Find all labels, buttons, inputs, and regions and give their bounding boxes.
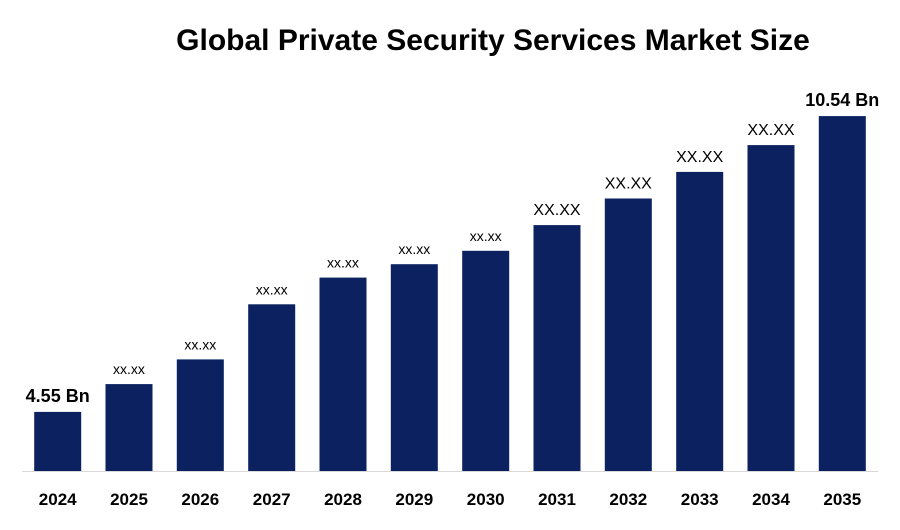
x-tick-label-2024: 2024: [39, 490, 77, 509]
data-label-2024: 4.55 Bn: [26, 386, 90, 406]
x-tick-label-2025: 2025: [110, 490, 148, 509]
bar-2028: [319, 277, 367, 471]
chart-title: Global Private Security Services Market …: [176, 24, 810, 57]
data-labels-group: 4.55 Bn xx.xx xx.xx xx.xx xx.xx xx.xx xx.xx XX.…: [26, 90, 880, 406]
x-tick-label-2030: 2030: [467, 490, 505, 509]
data-label-2025: xx.xx: [113, 361, 145, 377]
x-tick-label-2032: 2032: [609, 490, 647, 509]
x-tick-label-2033: 2033: [681, 490, 719, 509]
bar-2029: [390, 264, 438, 471]
data-label-2029: xx.xx: [398, 241, 430, 257]
bar-2025: [105, 384, 153, 471]
data-label-2026: xx.xx: [184, 336, 216, 352]
data-label-2030: xx.xx: [470, 228, 502, 244]
x-tick-label-2034: 2034: [752, 490, 790, 509]
bar-2033: [676, 171, 724, 471]
data-label-2035: 10.54 Bn: [805, 90, 879, 110]
x-tick-label-2035: 2035: [823, 490, 861, 509]
data-label-2027: xx.xx: [256, 281, 288, 297]
data-label-2033: XX.XX: [676, 149, 723, 166]
bar-2027: [248, 304, 296, 471]
bar-2032: [604, 198, 652, 471]
bar-2034: [747, 145, 795, 471]
x-tick-label-2029: 2029: [395, 490, 433, 509]
data-label-2034: XX.XX: [747, 122, 794, 139]
bar-2031: [533, 225, 581, 471]
x-tick-label-2027: 2027: [253, 490, 291, 509]
data-label-2028: xx.xx: [327, 255, 359, 271]
x-tick-labels-group: 2024 2025 2026 2027 2028 2029 2030 2031 2032 2033…: [39, 490, 861, 509]
bar-2035: [818, 116, 866, 471]
bar-2030: [462, 250, 510, 471]
bar-2026: [176, 359, 224, 471]
x-tick-label-2026: 2026: [181, 490, 219, 509]
data-label-2032: XX.XX: [605, 176, 652, 193]
data-label-2031: XX.XX: [533, 202, 580, 219]
bar-2024: [34, 411, 82, 471]
x-tick-label-2031: 2031: [538, 490, 576, 509]
bars-group: [34, 116, 866, 471]
x-tick-label-2028: 2028: [324, 490, 362, 509]
